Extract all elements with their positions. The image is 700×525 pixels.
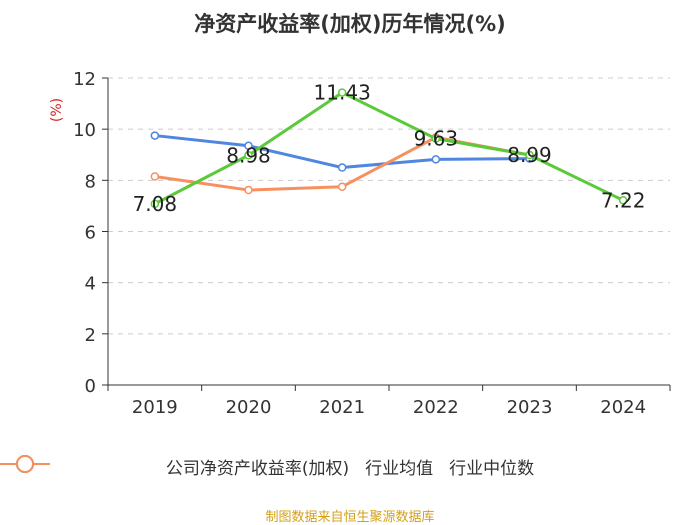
legend-label: 行业中位数 [449,459,535,479]
legend: 公司净资产收益率(加权) 行业均值 行业中位数 [0,454,700,479]
y-tick-label: 4 [85,274,96,295]
y-tick-label: 12 [73,69,96,90]
series-line-0 [154,91,624,206]
x-tick-label: 2024 [600,397,646,418]
data-label: 7.22 [601,188,646,212]
data-point [150,172,160,181]
data-label: 8.99 [507,143,552,167]
data-point [618,196,628,205]
series-lines [150,88,628,209]
legend-item-2[interactable]: 行业中位数 [0,454,535,479]
x-tick-label: 2022 [413,397,459,418]
data-labels: 7.08 8.98 11.43 9.63 8.99 7.22 [133,81,646,216]
data-point [150,131,160,140]
data-label: 8.98 [226,143,271,167]
data-point [244,141,253,151]
data-label: 7.08 [133,192,178,216]
series-line-1 [154,134,530,170]
y-tick-label: 2 [85,325,96,346]
data-point [337,88,347,97]
legend-swatch-icon [0,455,50,473]
data-label: 11.43 [314,81,371,105]
line-chart: 0 2 4 6 8 10 12 2019 2020 2021 2022 2023 2024 (%) 7.0… [49,69,671,418]
data-point [431,155,441,164]
data-point [150,199,160,209]
y-axis-label: (%) [49,98,65,122]
legend-item-0[interactable]: 公司净资产收益率(加权) [0,454,350,479]
legend-item-1[interactable]: 行业均值 [0,454,434,479]
axes: 0 2 4 6 8 10 12 2019 2020 2021 2022 2023 2024 (%) [49,69,671,418]
data-point [337,182,347,191]
data-point [431,134,441,143]
data-point [337,163,347,172]
x-tick-label: 2021 [319,397,365,418]
y-tick-label: 6 [85,223,96,244]
data-source-note: 制图数据来自恒生聚源数据库 [265,510,435,525]
x-tick-label: 2019 [132,397,178,418]
y-tick-label: 0 [85,376,96,397]
data-point [525,150,534,160]
data-label: 9.63 [414,127,459,151]
data-point [244,151,253,160]
data-point [244,185,253,195]
x-tick-label: 2023 [507,397,553,418]
legend-label: 行业均值 [365,459,434,479]
legend-label: 公司净资产收益率(加权) [165,459,350,479]
y-tick-label: 10 [73,120,96,141]
y-tick-label: 8 [85,171,96,192]
x-tick-label: 2020 [226,397,272,418]
chart-title: 净资产收益率(加权)历年情况(%) [194,12,506,36]
